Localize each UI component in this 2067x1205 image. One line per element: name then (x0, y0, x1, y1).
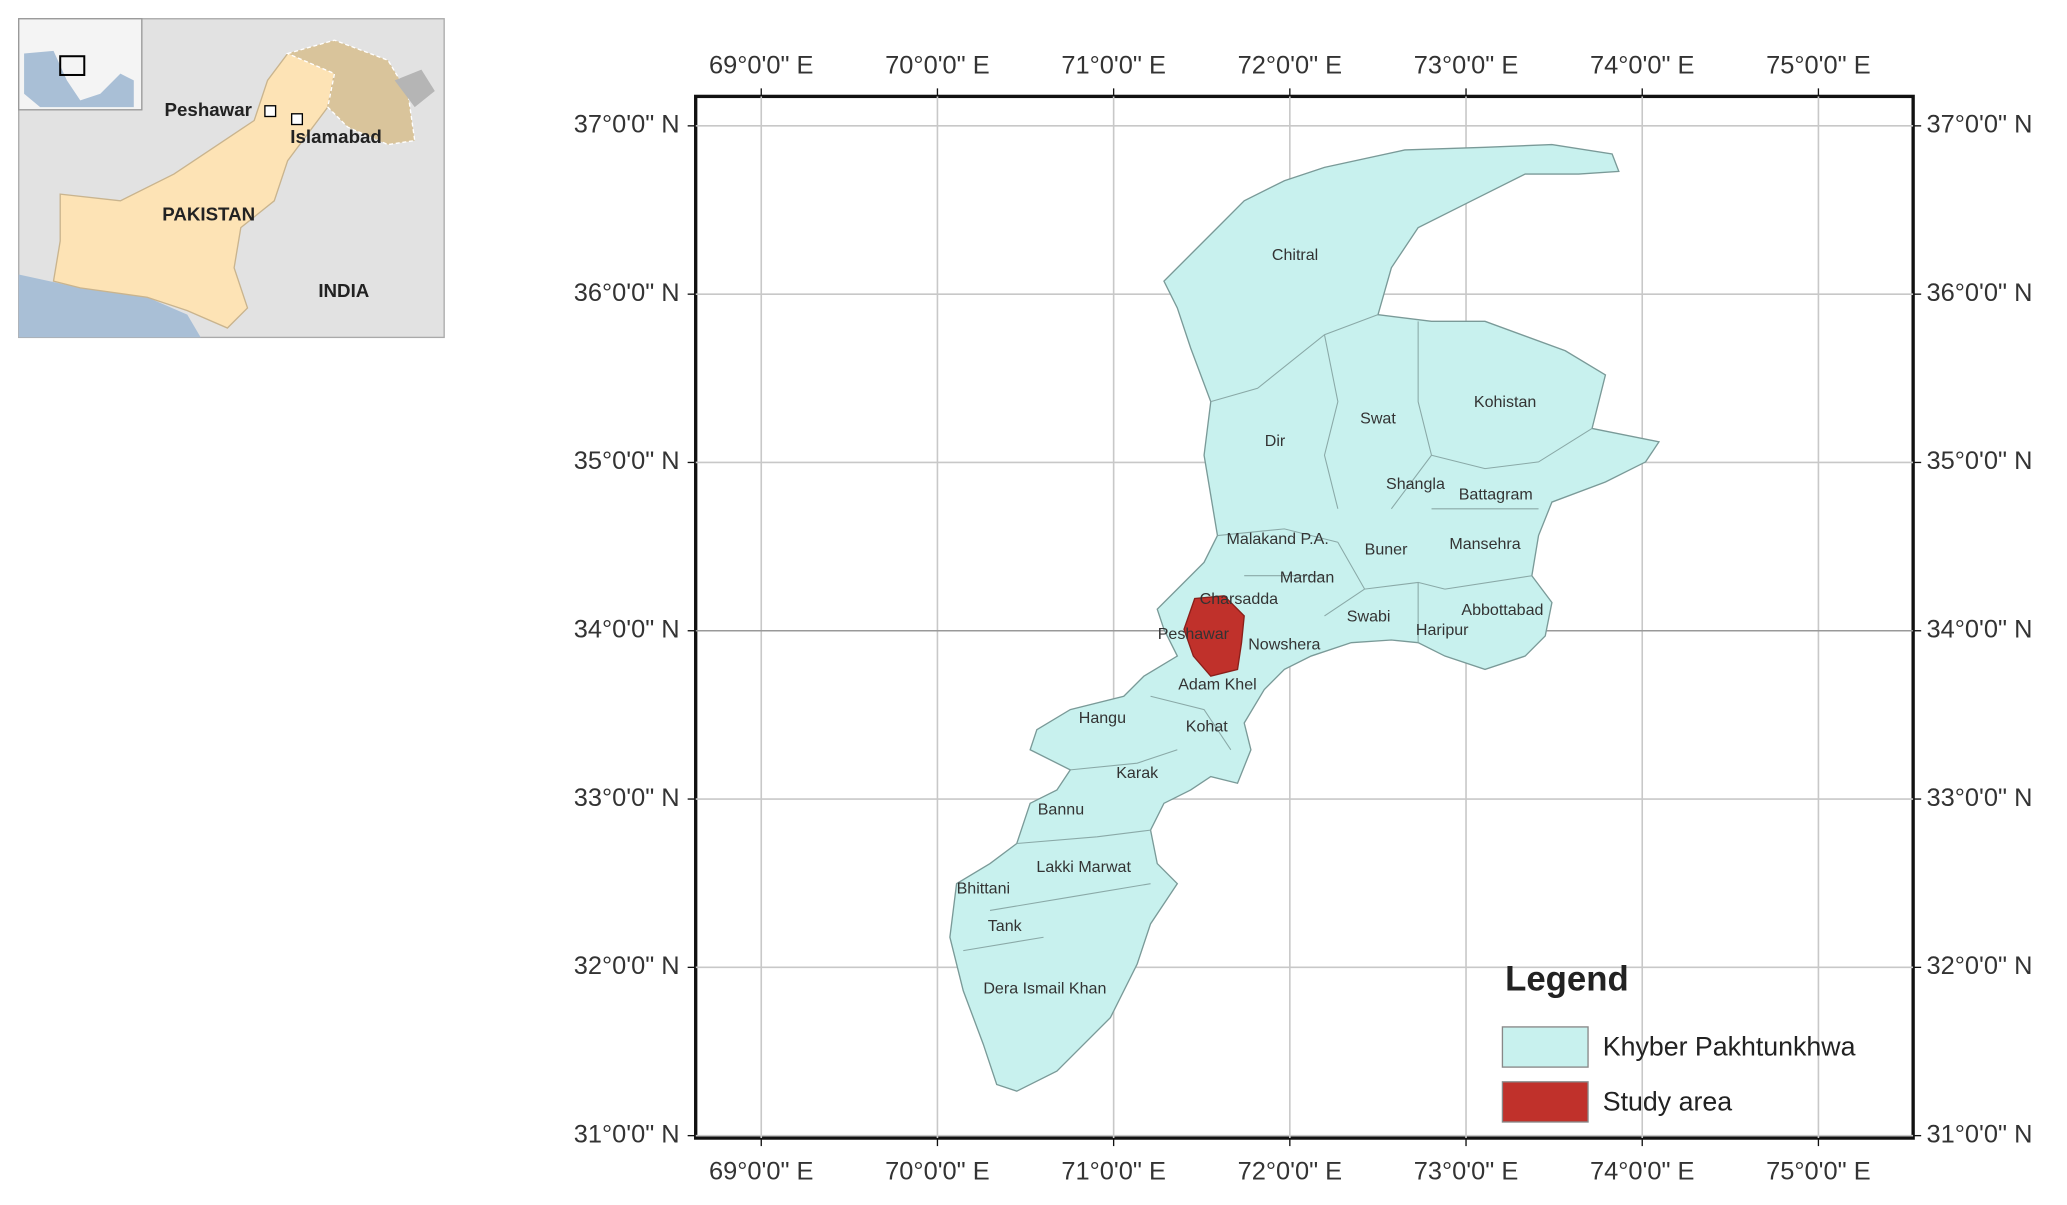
latitude-label: 37°0'0" N (574, 111, 680, 139)
district-label: Mardan (1280, 569, 1334, 587)
district-label: Malakand P.A. (1227, 530, 1329, 548)
longitude-label: 72°0'0" E (1238, 1158, 1343, 1186)
district-labels: Chitral Dir Swat Kohistan Shangla Battagram Ma… (957, 246, 1544, 998)
district-label: Chitral (1272, 246, 1318, 264)
longitude-label: 71°0'0" E (1061, 1158, 1166, 1186)
globe-sea (24, 50, 134, 108)
legend-swatch (1501, 1081, 1589, 1123)
kashmir-shape (285, 39, 416, 146)
sea (18, 274, 201, 338)
district-label: Swat (1360, 409, 1396, 427)
latitude-label: 34°0'0" N (574, 615, 680, 643)
study-area (1183, 595, 1245, 677)
district-label: Adam Khel (1178, 676, 1256, 694)
city-label: Islamabad (290, 126, 382, 147)
latitude-label: 35°0'0" N (574, 447, 680, 475)
district-label: Charsadda (1200, 590, 1279, 608)
locator-box (59, 55, 86, 76)
legend-title: Legend (1505, 961, 1629, 999)
district-label: Bannu (1038, 800, 1084, 818)
district-label: Dir (1265, 432, 1286, 450)
longitude-label: 69°0'0" E (709, 52, 814, 80)
district-label: Kohat (1186, 717, 1228, 735)
latitude-label: 31°0'0" N (574, 1120, 680, 1148)
latitude-label: 33°0'0" N (1927, 784, 2033, 812)
latitude-label: 33°0'0" N (574, 784, 680, 812)
city-label: Peshawar (165, 99, 252, 120)
longitude-label: 69°0'0" E (709, 1158, 814, 1186)
disputed-shape (394, 69, 435, 108)
longitude-label: 75°0'0" E (1766, 52, 1871, 80)
district-label: Kohistan (1474, 393, 1536, 411)
district-label: Haripur (1416, 621, 1469, 639)
district-label: Battagram (1459, 486, 1533, 504)
latitude-label: 37°0'0" N (1927, 111, 2033, 139)
longitude-label: 75°0'0" E (1766, 1158, 1871, 1186)
district-label: Bhittani (957, 879, 1011, 897)
longitude-label: 73°0'0" E (1414, 52, 1519, 80)
legend: Legend Khyber Pakhtunkhwa Study area (1501, 961, 1856, 1123)
legend-label: Khyber Pakhtunkhwa (1603, 1031, 1856, 1061)
graticule: 69°0'0" E 69°0'0" E 70°0'0" E 70°0'0" E 71°0… (574, 52, 2033, 1186)
longitude-label: 73°0'0" E (1414, 1158, 1519, 1186)
latitude-label: 34°0'0" N (1927, 615, 2033, 643)
district-label: Tank (988, 917, 1023, 935)
district-label: Nowshera (1248, 636, 1320, 654)
legend-label: Study area (1603, 1086, 1732, 1116)
latitude-label: 32°0'0" N (1927, 952, 2033, 980)
kp-province (949, 143, 1661, 1092)
peshawar-marker (264, 105, 277, 118)
longitude-label: 70°0'0" E (885, 1158, 990, 1186)
legend-swatch (1501, 1026, 1589, 1068)
district-label: Shangla (1386, 475, 1445, 493)
district-label: Mansehra (1449, 535, 1520, 553)
district-label: Peshawar (1158, 625, 1230, 643)
district-label: Hangu (1079, 709, 1126, 727)
latitude-label: 36°0'0" N (1927, 279, 2033, 307)
district-label: Karak (1116, 764, 1159, 782)
islamabad-marker (290, 113, 304, 126)
district-boundaries (963, 314, 1593, 952)
latitude-label: 31°0'0" N (1927, 1120, 2033, 1148)
district-label: Lakki Marwat (1036, 858, 1131, 876)
district-label: Dera Ismail Khan (983, 980, 1106, 998)
latitude-label: 32°0'0" N (574, 952, 680, 980)
inset-map (18, 18, 445, 339)
longitude-label: 72°0'0" E (1238, 52, 1343, 80)
district-label: Buner (1365, 541, 1408, 559)
longitude-label: 71°0'0" E (1061, 52, 1166, 80)
latitude-label: 35°0'0" N (1927, 447, 2033, 475)
district-label: Swabi (1347, 607, 1391, 625)
longitude-label: 74°0'0" E (1590, 1158, 1695, 1186)
inset-labels: Peshawar Islamabad PAKISTAN INDIA (162, 99, 382, 301)
longitude-label: 70°0'0" E (885, 52, 990, 80)
longitude-label: 74°0'0" E (1590, 52, 1695, 80)
country-label: INDIA (318, 280, 369, 301)
latitude-label: 36°0'0" N (574, 279, 680, 307)
district-label: Abbottabad (1461, 601, 1543, 619)
country-label: PAKISTAN (162, 204, 255, 225)
